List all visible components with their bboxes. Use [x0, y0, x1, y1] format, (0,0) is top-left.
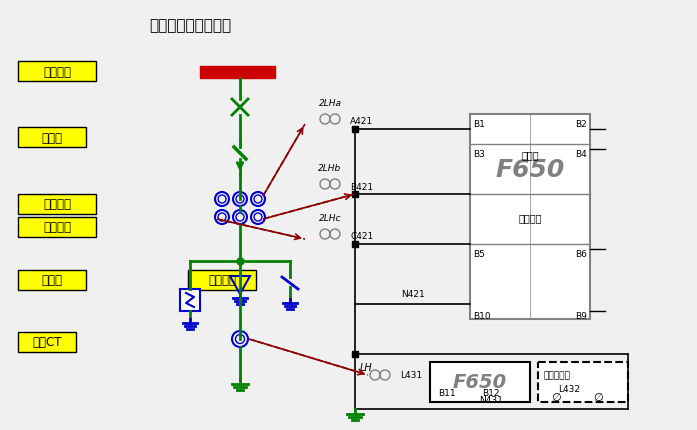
Text: F650: F650	[496, 158, 565, 181]
Text: A421: A421	[350, 117, 373, 126]
Text: B421: B421	[350, 182, 373, 191]
FancyBboxPatch shape	[18, 62, 96, 82]
Bar	[470, 115, 590, 319]
Text: ∅: ∅	[551, 392, 561, 402]
FancyBboxPatch shape	[18, 218, 96, 237]
Text: 水平母线: 水平母线	[43, 65, 71, 78]
FancyBboxPatch shape	[18, 332, 76, 352]
Text: L432: L432	[558, 384, 580, 393]
FancyBboxPatch shape	[18, 128, 86, 147]
Text: B10: B10	[473, 311, 491, 320]
Text: 2LHa: 2LHa	[319, 99, 342, 108]
Text: B11: B11	[438, 388, 456, 397]
Text: C421: C421	[350, 232, 374, 241]
Bar	[180, 289, 200, 311]
Text: N421: N421	[401, 289, 424, 298]
Text: N431: N431	[480, 395, 503, 404]
Text: 2LHc: 2LHc	[319, 214, 342, 222]
Text: 保护绕组: 保护绕组	[43, 221, 71, 234]
Text: B5: B5	[473, 249, 485, 258]
Text: B3: B3	[473, 150, 485, 159]
Text: 2LHb: 2LHb	[319, 164, 342, 172]
Bar	[200, 67, 275, 79]
Bar	[538, 362, 628, 402]
Text: B6: B6	[575, 249, 587, 258]
Text: ∅: ∅	[593, 392, 603, 402]
Text: L431: L431	[400, 371, 422, 380]
Text: B1: B1	[473, 120, 485, 129]
Text: B9: B9	[575, 311, 587, 320]
Text: 保护电流、零序电流: 保护电流、零序电流	[149, 18, 231, 33]
Bar	[430, 362, 530, 402]
Text: 保护装置: 保护装置	[519, 212, 542, 222]
Text: F650: F650	[453, 373, 507, 392]
Text: 数字式: 数字式	[521, 150, 539, 160]
Text: LH: LH	[359, 362, 372, 372]
Text: 断路器: 断路器	[42, 131, 63, 144]
Text: B4: B4	[575, 150, 587, 159]
FancyBboxPatch shape	[18, 194, 96, 215]
Text: 接地开关: 接地开关	[208, 274, 236, 287]
Text: B12: B12	[482, 388, 500, 397]
Text: 测量绕组: 测量绕组	[43, 198, 71, 211]
Text: 避雷器: 避雷器	[42, 274, 63, 287]
Text: 小电流选线: 小电流选线	[543, 370, 570, 379]
Text: B2: B2	[575, 120, 587, 129]
FancyBboxPatch shape	[188, 270, 256, 290]
Text: 零序CT: 零序CT	[32, 336, 62, 349]
FancyBboxPatch shape	[18, 270, 86, 290]
